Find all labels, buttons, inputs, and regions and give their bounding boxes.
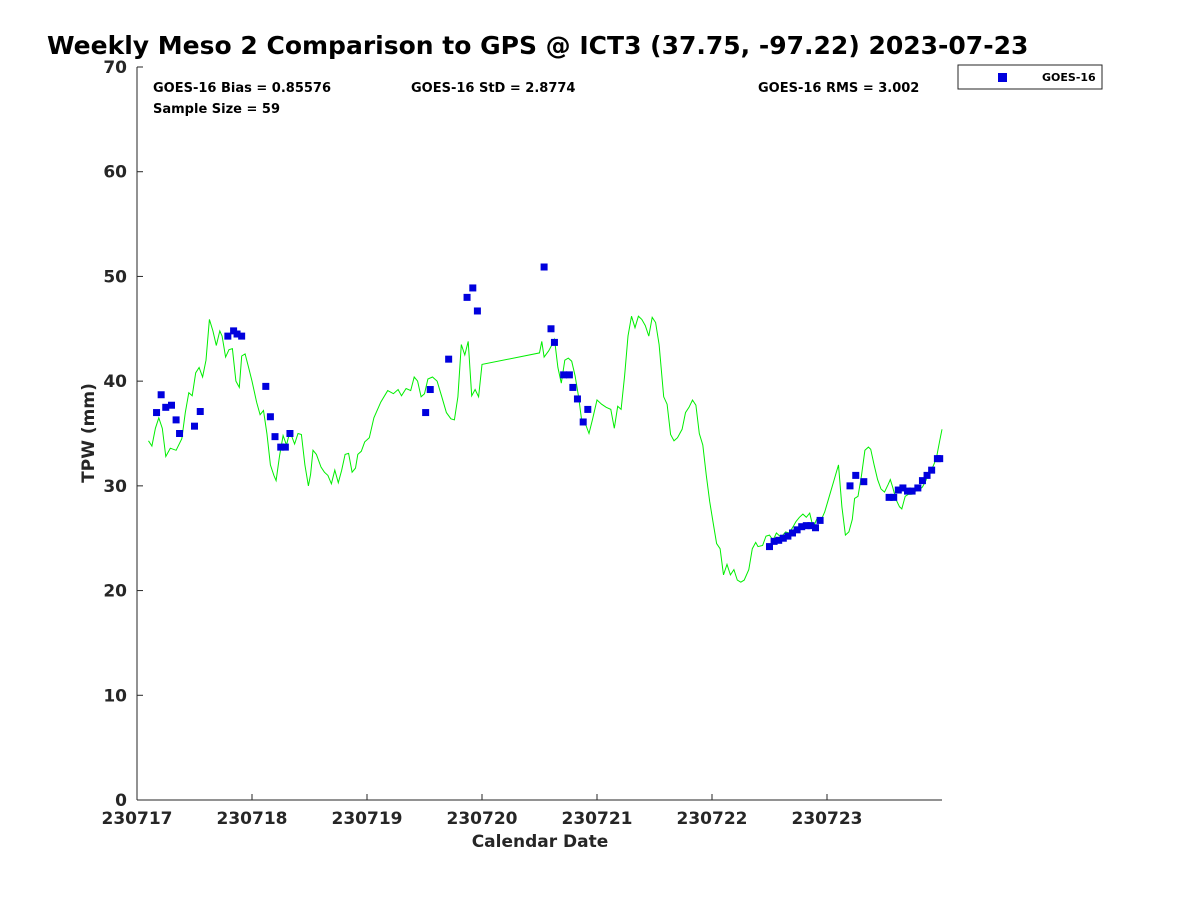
legend: GOES-16 — [957, 64, 1103, 90]
x-tick-label: 230719 — [332, 809, 403, 829]
goes-16-series — [153, 263, 944, 551]
goes-16-point — [569, 383, 577, 391]
x-tick-label: 230723 — [792, 809, 863, 829]
goes-16-point — [153, 409, 161, 417]
goes-16-point — [463, 293, 471, 301]
goes-16-point — [224, 332, 232, 340]
x-axis-label: Calendar Date — [472, 832, 609, 852]
goes-16-point — [766, 543, 773, 551]
goes-16-point — [271, 433, 279, 441]
goes-16-point — [914, 484, 922, 492]
legend-label-goes-16: GOES-16 — [1042, 71, 1096, 84]
y-axis-label: TPW (mm) — [79, 383, 99, 483]
goes-16-point — [560, 371, 568, 379]
chart-title: Weekly Meso 2 Comparison to GPS @ ICT3 (… — [47, 31, 1028, 60]
x-tick-label: 230717 — [102, 809, 173, 829]
goes-16-point — [899, 484, 907, 492]
goes-16-point — [904, 487, 911, 495]
gps-line — [148, 315, 943, 583]
goes-16-point — [233, 330, 241, 338]
goes-16-point — [469, 284, 477, 292]
goes-16-point — [473, 307, 481, 315]
legend-box — [957, 64, 1103, 90]
goes-16-point — [238, 332, 246, 340]
bias-stat: GOES-16 Bias = 0.85576 — [153, 81, 331, 96]
goes-16-point — [775, 536, 783, 544]
goes-16-point — [812, 524, 819, 532]
goes-16-point — [191, 422, 198, 430]
goes-16-point — [168, 401, 175, 409]
x-axis-ticks: 230717 230718 230719 230720 230721 230722 2307… — [102, 794, 863, 829]
goes-16-point — [286, 430, 294, 437]
goes-16-point — [793, 526, 801, 534]
goes-16-point — [798, 523, 806, 531]
goes-16-point — [277, 443, 285, 451]
goes-16-point — [807, 522, 815, 530]
y-tick-label: 50 — [103, 267, 127, 287]
goes-16-point — [936, 455, 944, 463]
goes-16-point — [176, 430, 184, 437]
goes-16-point — [584, 405, 592, 413]
goes-16-point — [547, 325, 555, 333]
goes-16-point — [860, 478, 868, 486]
y-axis-ticks: 0 10 20 30 40 50 60 70 — [103, 58, 143, 811]
goes-16-point — [918, 477, 926, 485]
x-tick-label: 230722 — [677, 809, 748, 829]
goes-16-point — [779, 534, 787, 542]
goes-16-point — [422, 409, 430, 417]
goes-16-point — [196, 408, 204, 416]
goes-16-point — [852, 471, 860, 479]
goes-16-point — [789, 529, 796, 537]
x-tick-label: 230720 — [447, 809, 518, 829]
x-tick-label: 230721 — [562, 809, 633, 829]
y-tick-label: 20 — [103, 582, 127, 602]
goes-16-point — [770, 537, 778, 545]
goes-16-point — [266, 413, 274, 421]
goes-16-point — [445, 355, 453, 363]
std-stat: GOES-16 StD = 2.8774 — [411, 81, 575, 96]
goes-16-point — [262, 382, 270, 390]
goes-16-point — [816, 516, 824, 524]
sample-size-stat: Sample Size = 59 — [153, 102, 280, 117]
goes-16-point — [550, 338, 558, 346]
goes-16-point — [281, 443, 289, 451]
goes-16-point — [885, 493, 893, 501]
goes-16-point — [573, 395, 581, 403]
goes-16-point — [894, 486, 902, 494]
goes-16-point — [162, 403, 170, 411]
rms-stat: GOES-16 RMS = 3.002 — [758, 81, 919, 96]
goes-16-point — [172, 416, 180, 424]
goes-16-point — [426, 386, 434, 394]
legend-marker-goes-16 — [998, 73, 1007, 82]
goes-16-point — [802, 522, 810, 530]
goes-16-point — [540, 263, 548, 271]
goes-16-point — [565, 371, 573, 379]
x-tick-label: 230718 — [217, 809, 288, 829]
y-tick-label: 40 — [103, 372, 127, 392]
goes-16-point — [579, 418, 587, 426]
gps-series — [148, 315, 943, 583]
goes-16-point — [157, 391, 165, 399]
goes-16-point — [928, 466, 936, 474]
goes-16-point — [846, 482, 854, 490]
goes-16-point — [908, 487, 916, 495]
y-tick-label: 30 — [103, 477, 127, 497]
goes-16-point — [923, 471, 931, 479]
y-tick-label: 60 — [103, 163, 127, 183]
goes-16-point — [784, 532, 792, 540]
goes-16-point — [890, 493, 898, 501]
y-tick-label: 0 — [115, 791, 127, 811]
y-tick-label: 10 — [103, 686, 127, 706]
y-tick-label: 70 — [103, 58, 127, 78]
